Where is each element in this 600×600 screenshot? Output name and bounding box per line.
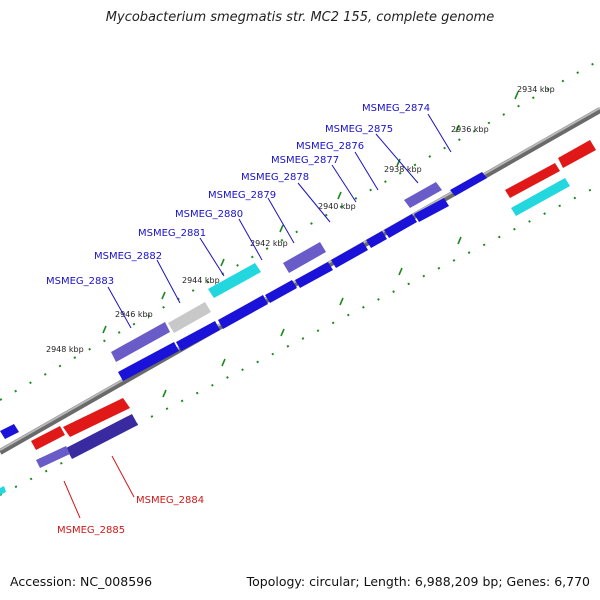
inner-tick-track [0, 184, 600, 496]
gene-label[interactable]: MSMEG_2884 [136, 495, 204, 506]
gene-arrow[interactable] [111, 322, 170, 362]
gene-arrow[interactable] [36, 446, 70, 468]
kbp-label: 2944 kbp [182, 276, 220, 285]
minor-tick-marks [102, 91, 519, 398]
outer-tick-track [0, 59, 600, 401]
gene-label[interactable]: MSMEG_2879 [208, 190, 276, 201]
gene-arrow[interactable] [168, 302, 211, 333]
reverse-genes [0, 398, 138, 495]
gene-arrow[interactable] [404, 182, 442, 208]
gene-arrow[interactable] [505, 163, 560, 198]
accession-text: Accession: NC_008596 [10, 574, 153, 589]
gene-arrow[interactable] [176, 321, 220, 351]
gene-arrow[interactable] [31, 426, 65, 450]
gene-label[interactable]: MSMEG_2881 [138, 228, 206, 239]
gene-arrow[interactable] [265, 280, 297, 303]
gene-label[interactable]: MSMEG_2875 [325, 124, 393, 135]
gene-label[interactable]: MSMEG_2882 [94, 251, 162, 262]
gene-arrow[interactable] [331, 242, 368, 268]
kbp-label: 2948 kbp [46, 345, 84, 354]
gene-label[interactable]: MSMEG_2885 [57, 525, 125, 536]
kbp-label: 2940 kbp [318, 202, 356, 211]
forward-genes-inner [0, 178, 570, 439]
gene-arrow[interactable] [295, 262, 333, 288]
gene-label[interactable]: MSMEG_2874 [362, 103, 430, 114]
gene-arrow[interactable] [414, 198, 449, 222]
forward-genes-outer [111, 140, 596, 362]
kbp-label: 2938 kbp [384, 165, 422, 174]
gene-label[interactable]: MSMEG_2883 [46, 276, 114, 287]
gene-arrow[interactable] [450, 172, 487, 196]
genome-summary-text: Topology: circular; Length: 6,988,209 bp… [246, 574, 590, 589]
gene-arrow[interactable] [384, 214, 417, 238]
gene-arrow[interactable] [0, 424, 19, 439]
gene-arrow[interactable] [118, 342, 179, 381]
gene-label[interactable]: MSMEG_2878 [241, 172, 309, 183]
gene-arrow[interactable] [218, 295, 268, 329]
gene-arrow[interactable] [208, 263, 261, 298]
gene-label[interactable]: MSMEG_2880 [175, 209, 243, 220]
gene-arrow[interactable] [283, 242, 326, 273]
gene-arrow[interactable] [511, 178, 570, 216]
kbp-label: 2936 kbp [451, 125, 489, 134]
map-title: Mycobacterium smegmatis str. MC2 155, co… [105, 10, 495, 25]
gene-arrow[interactable] [0, 486, 6, 495]
gene-arrow[interactable] [558, 140, 596, 168]
kbp-label: 2942 kbp [250, 239, 288, 248]
kbp-label: 2934 kbp [517, 85, 555, 94]
gene-label[interactable]: MSMEG_2876 [296, 141, 364, 152]
gene-label[interactable]: MSMEG_2877 [271, 155, 339, 166]
gene-arrow[interactable] [63, 398, 130, 437]
kbp-label: 2946 kbp [115, 310, 153, 319]
gene-arrow[interactable] [66, 414, 138, 459]
gene-arrow[interactable] [366, 231, 387, 248]
callout-lines [63, 113, 452, 519]
